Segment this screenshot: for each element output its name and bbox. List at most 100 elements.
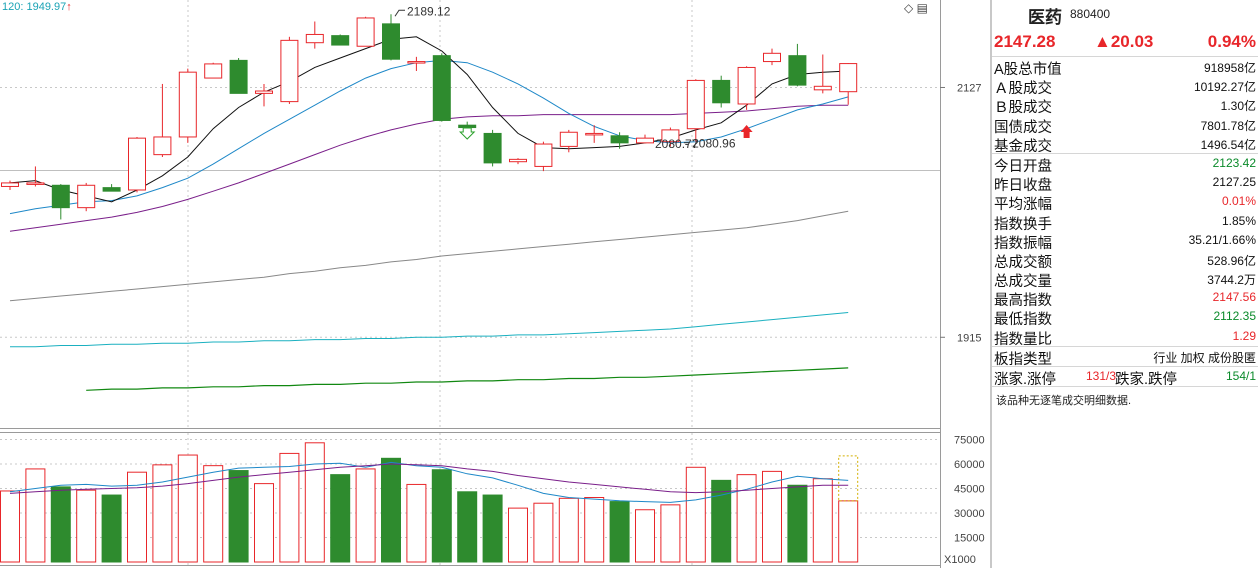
- price-tick-label: 2127: [957, 82, 981, 94]
- volume-bar: [203, 465, 224, 563]
- ma-legend: 120: 1949.97↑: [2, 1, 72, 13]
- volume-bar: [609, 501, 630, 563]
- volume-bar: [101, 494, 122, 563]
- volume-bar: [330, 474, 351, 563]
- candle-body: [458, 124, 477, 129]
- index-label: 最低指数: [994, 312, 1052, 329]
- market-label: 国债成交: [994, 119, 1052, 136]
- volume-bar: [533, 502, 554, 563]
- board-type-value: 行业 加权 成份股匿: [1153, 350, 1256, 365]
- volume-bar: [508, 507, 528, 563]
- volume-ma10-line: [9, 463, 849, 494]
- volume-bar: [558, 497, 579, 563]
- volume-bar: [304, 442, 325, 563]
- volume-bar: [457, 491, 478, 563]
- quote-line: 2147.28 ▲20.03 0.94%: [992, 28, 1258, 57]
- index-label: 指数换手: [994, 216, 1052, 233]
- price-change: ▲20.03: [1094, 32, 1154, 51]
- volume-bar: [381, 457, 401, 563]
- index-label: 平均涨幅: [994, 197, 1052, 214]
- volume-bar: [25, 468, 46, 563]
- candle-body: [763, 52, 781, 63]
- volume-bar: [279, 452, 300, 563]
- volume-bar: [787, 484, 808, 563]
- index-code: 880400: [1070, 7, 1111, 21]
- pct-change: 0.94%: [1207, 32, 1256, 51]
- volume-bar: [0, 490, 20, 563]
- volume-bar: [711, 479, 732, 563]
- candle-body: [788, 55, 807, 86]
- volume-ma5-line: [9, 461, 849, 503]
- ma120-line: [10, 312, 849, 348]
- candle-body: [661, 129, 680, 143]
- trade-detail-note: 该品种无逐笔成交明细数据.: [996, 395, 1132, 408]
- volume-bar: [660, 504, 681, 563]
- volume-tick-label: 30000: [954, 508, 985, 520]
- candle-body: [128, 137, 146, 191]
- market-value: 10192.27亿: [1193, 80, 1256, 95]
- candle-body: [407, 61, 426, 64]
- volume-forecast-box: [838, 455, 859, 502]
- market-value: 7801.78亿: [1200, 118, 1256, 133]
- volume-bar: [50, 486, 71, 563]
- ma60-line: [9, 210, 849, 302]
- index-row: 总成交额 528.96亿: [992, 250, 1258, 271]
- candle-body: [51, 184, 70, 209]
- volume-bar: [177, 454, 198, 563]
- chart-tools: ◇ ▤: [904, 1, 928, 15]
- chart-area[interactable]: 2127 1915 75000 60000 45000 30000 15000 X1000 21…: [0, 0, 990, 568]
- up-count-label: 涨家.涨停: [994, 372, 1057, 388]
- index-value: 2112.35: [1213, 309, 1257, 324]
- market-row: 国债成交 7801.78亿: [992, 115, 1258, 136]
- index-row: 最低指数 2112.35: [992, 307, 1258, 329]
- candle-body: [229, 59, 248, 94]
- ma250-line: [86, 367, 849, 391]
- volume-bar: [355, 468, 376, 563]
- index-value: 35.21/1.66%: [1188, 232, 1256, 247]
- index-value: 1.85%: [1221, 213, 1256, 228]
- candle-body: [153, 136, 172, 156]
- candle-body: [737, 66, 756, 105]
- quote-header: 医药 880400: [992, 0, 1258, 28]
- candle-body: [636, 137, 654, 144]
- ma120-legend-text: 120: 1949.97: [2, 1, 67, 13]
- volume-bar: [635, 509, 655, 563]
- candle-body: [509, 158, 527, 163]
- index-label: 指数振幅: [994, 235, 1052, 252]
- volume-bar: [584, 497, 605, 563]
- market-label: A股总市值: [994, 62, 1062, 78]
- candle-body: [585, 132, 604, 136]
- ma10-line: [9, 59, 849, 215]
- index-value: 0.01%: [1221, 194, 1256, 209]
- high-annotation: 2189.12: [407, 4, 451, 18]
- volume-tick-label: 15000: [954, 533, 985, 545]
- index-name: 医药: [1028, 8, 1062, 27]
- volume-tick-label: 45000: [954, 484, 985, 496]
- volume-tick-label: 75000: [954, 435, 985, 447]
- market-row: 基金成交 1496.54亿: [992, 134, 1258, 155]
- index-label: 总成交额: [994, 254, 1052, 271]
- last-price: 2147.28: [994, 32, 1056, 51]
- candle-body: [534, 143, 553, 167]
- index-row: 最高指数 2147.56: [992, 288, 1258, 309]
- volume-bar: [838, 500, 859, 563]
- diamond-icon[interactable]: ◇: [904, 1, 914, 15]
- market-value: 1.30亿: [1220, 99, 1256, 114]
- down-arrow-icon: [458, 127, 476, 140]
- volume-bar: [812, 478, 833, 563]
- index-label: 昨日收盘: [994, 178, 1052, 195]
- candle-body: [686, 79, 705, 130]
- index-row: 总成交量 3744.2万: [992, 269, 1258, 290]
- menu-icon[interactable]: ▤: [916, 1, 928, 15]
- market-label: Ｂ股成交: [994, 100, 1052, 117]
- board-type-row: 板指类型 行业 加权 成份股匿: [992, 347, 1258, 368]
- candle-body: [280, 39, 299, 103]
- volume-bar: [762, 470, 782, 563]
- index-value: 528.96亿: [1207, 253, 1256, 268]
- quote-panel: 医药 880400 2147.28 ▲20.03 0.94% A股总市值 9189…: [990, 0, 1258, 568]
- updown-row: 涨家.涨停 131/3 跌家.跌停 154/1: [992, 367, 1258, 388]
- up-count-value: 131/3: [1085, 369, 1116, 383]
- candlestick-chart[interactable]: 2127 1915 75000 60000 45000 30000 15000 X1000 21…: [0, 0, 990, 568]
- volume-bar: [127, 471, 147, 563]
- market-row: A股总市值 918958亿: [992, 57, 1258, 78]
